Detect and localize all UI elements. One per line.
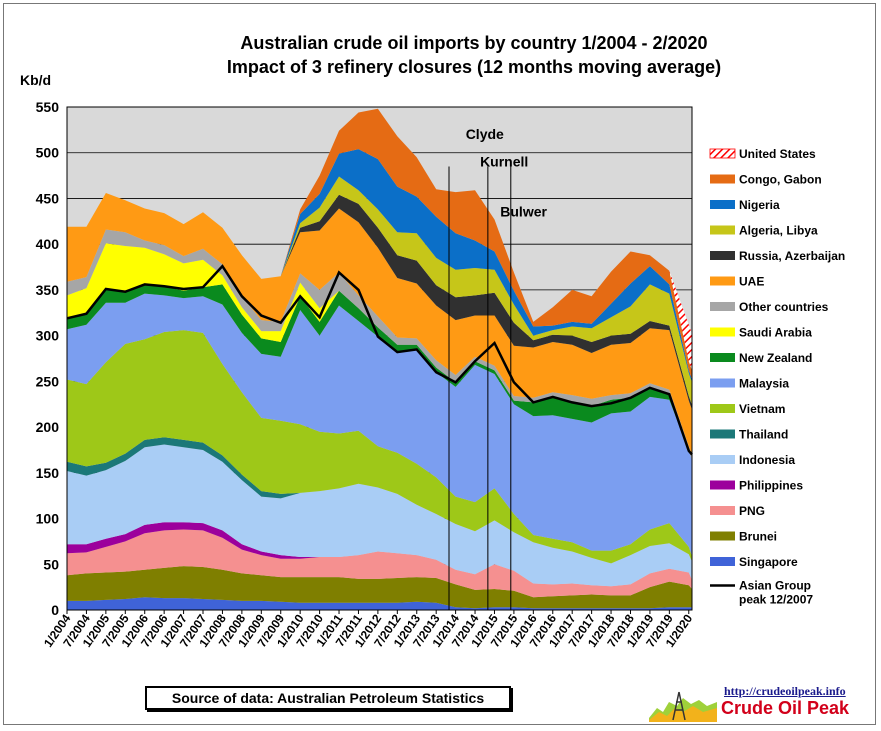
legend-label: Malaysia — [739, 377, 789, 391]
chart-title: Australian crude oil imports by country … — [240, 33, 707, 53]
legend-swatch — [710, 531, 735, 541]
annotation-kurnell: Kurnell — [480, 153, 528, 169]
legend-line-label-2: peak 12/2007 — [739, 593, 813, 607]
legend-swatch — [710, 378, 735, 388]
y-tick-label: 500 — [36, 145, 60, 161]
legend-swatch — [710, 251, 735, 260]
y-tick-label: 400 — [36, 236, 60, 252]
legend-swatch — [710, 455, 735, 464]
legend-swatch — [710, 506, 735, 515]
closure-lines — [448, 166, 512, 610]
y-tick-label: 200 — [36, 419, 60, 435]
y-tick-label: 450 — [36, 190, 60, 206]
legend-label: Other countries — [739, 300, 829, 314]
logo-name: Crude Oil Peak — [721, 698, 850, 718]
series-area-png — [67, 529, 692, 598]
y-tick-label: 150 — [36, 465, 60, 481]
legend-swatch — [710, 353, 735, 362]
legend-swatch — [710, 225, 735, 235]
stacked-areas — [67, 108, 692, 610]
logo-link[interactable]: http://crudeoilpeak.info — [724, 684, 846, 698]
legend-swatch — [710, 429, 735, 439]
legend-label: Nigeria — [739, 198, 780, 212]
legend-label: UAE — [739, 275, 764, 289]
legend-label: PNG — [739, 504, 765, 518]
legend-label: United States — [739, 147, 816, 161]
series-area-uae — [67, 193, 692, 456]
legend-label: Singapore — [739, 555, 798, 569]
y-tick-label: 550 — [36, 99, 60, 115]
series-area-brunei — [67, 566, 692, 609]
series-area-philippines — [67, 522, 692, 587]
series-area-indonesia — [67, 444, 692, 587]
legend-label: Algeria, Libya — [739, 224, 818, 238]
legend-line-label: Asian Group — [739, 579, 811, 593]
chart-svg: Australian crude oil imports by country … — [20, 33, 845, 650]
legend-swatch — [709, 148, 736, 159]
legend-label: Russia, Azerbaijan — [739, 249, 845, 263]
y-ticks: 0 50 100 150 200 250 300 350 400 450 500 550 — [36, 99, 60, 618]
x-ticks: 1/20047/20041/20057/20051/20067/20061/20… — [41, 610, 695, 650]
annotation-bulwer: Bulwer — [500, 204, 547, 220]
series-area-malaysia — [67, 293, 692, 556]
y-tick-label: 250 — [36, 373, 60, 389]
legend: United States Congo, Gabon Nigeria Algeria,… — [709, 147, 845, 607]
series-area-algeria-libya — [67, 176, 692, 406]
legend-swatch — [710, 480, 735, 490]
legend-swatch — [710, 276, 735, 286]
annotation-clyde: Clyde — [466, 126, 504, 142]
series-area-vietnam — [67, 330, 692, 564]
y-tick-label: 0 — [51, 602, 59, 618]
legend-label: Congo, Gabon — [739, 173, 822, 187]
y-axis-label: Kb/d — [20, 72, 51, 88]
legend-swatch — [710, 174, 735, 184]
series-area-russia-azerbaijan — [67, 193, 692, 410]
chart-frame: Australian crude oil imports by country … — [3, 3, 876, 725]
series-area-singapore — [67, 597, 692, 610]
logo: http://crudeoilpeak.info Crude Oil Peak — [649, 684, 869, 724]
asian-group-line — [66, 264, 693, 456]
y-tick-label: 300 — [36, 328, 60, 344]
legend-swatch — [710, 404, 735, 413]
legend-label: Brunei — [739, 530, 777, 544]
legend-label: Indonesia — [739, 453, 795, 467]
legend-swatch — [710, 557, 735, 566]
legend-label: Saudi Arabia — [739, 326, 812, 340]
annotations: Clyde Kurnell Bulwer — [466, 126, 548, 220]
y-tick-label: 350 — [36, 282, 60, 298]
legend-label: Thailand — [739, 428, 788, 442]
legend-label: New Zealand — [739, 351, 812, 365]
legend-swatch — [710, 200, 735, 209]
legend-swatch — [710, 327, 735, 337]
source-note: Source of data: Australian Petroleum Sta… — [145, 686, 511, 710]
y-tick-label: 100 — [36, 511, 60, 527]
legend-label: Philippines — [739, 479, 803, 493]
plot-border — [66, 106, 693, 611]
asian-group-line-group — [66, 264, 693, 456]
series-area-nigeria — [67, 149, 692, 383]
oil-derrick-icon — [649, 691, 717, 722]
legend-swatch — [710, 302, 735, 311]
series-area-saudi-arabia — [67, 243, 692, 460]
legend-label: Vietnam — [739, 402, 785, 416]
y-tick-label: 50 — [43, 556, 59, 572]
chart-subtitle: Impact of 3 refinery closures (12 months… — [227, 57, 721, 77]
